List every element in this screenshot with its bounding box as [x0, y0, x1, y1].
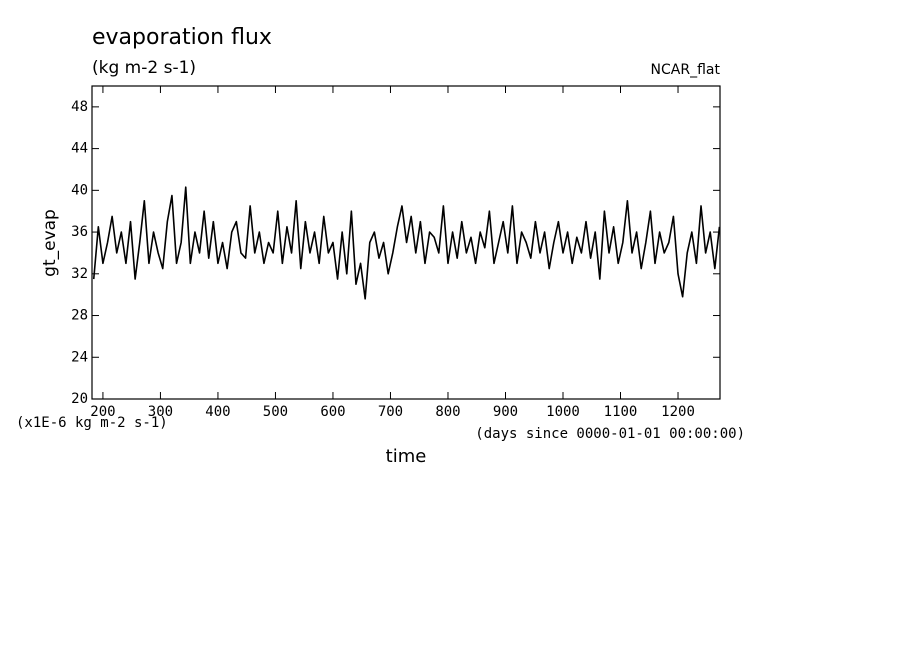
annotation: NCAR_flat: [651, 62, 721, 78]
x-units: (days since 0000-01-01 00:00:00): [475, 426, 745, 442]
x-tick-label: 1200: [661, 404, 695, 420]
subtitle: (kg m-2 s-1): [92, 58, 196, 78]
y-tick-label: 20: [71, 391, 88, 407]
chart-title: evaporation flux: [92, 25, 272, 50]
y-tick-label: 48: [71, 99, 88, 115]
y-tick-label: 36: [71, 224, 88, 240]
y-tick-label: 28: [71, 308, 88, 324]
x-tick-label: 900: [493, 404, 518, 420]
x-tick-label: 1000: [546, 404, 580, 420]
y-tick-label: 40: [71, 182, 88, 198]
y-tick-label: 24: [71, 349, 88, 365]
data-line: [92, 186, 721, 300]
x-tick-label: 400: [205, 404, 230, 420]
x-tick-label: 800: [435, 404, 460, 420]
y-units: (x1E-6 kg m-2 s-1): [16, 415, 168, 431]
y-tick-label: 44: [71, 141, 88, 157]
plot-frame: [91, 85, 721, 400]
y-tick-label: 32: [71, 266, 88, 282]
x-tick-label: 300: [148, 404, 173, 420]
x-tick-label: 700: [378, 404, 403, 420]
x-tick-label: 600: [320, 404, 345, 420]
x-tick-label: 1100: [604, 404, 638, 420]
x-tick-label: 200: [90, 404, 115, 420]
x-axis-label: time: [386, 446, 427, 467]
x-tick-label: 500: [263, 404, 288, 420]
y-axis-label: gt_evap: [40, 209, 60, 277]
